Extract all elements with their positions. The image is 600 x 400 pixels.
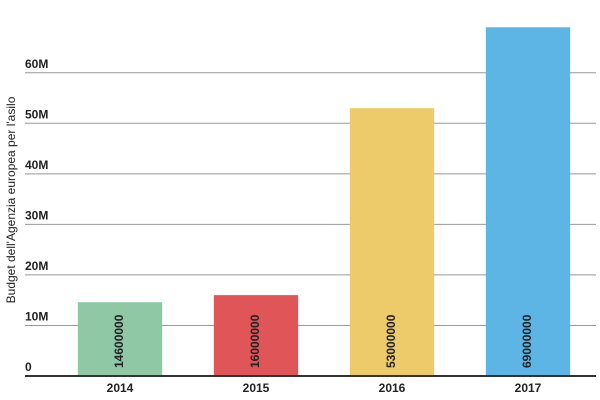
y-tick-label: 0 [25, 360, 32, 374]
value-label: 16000000 [248, 314, 262, 368]
bar [485, 27, 571, 377]
x-tick-label: 2016 [379, 381, 406, 395]
value-label: 69000000 [520, 314, 534, 368]
y-axis-label: Budget dell'Agenzia europea per l'asilo [4, 96, 18, 303]
bar [349, 108, 435, 376]
x-tick-label: 2015 [243, 381, 270, 395]
y-tick-label: 60M [25, 57, 48, 71]
bar [213, 295, 299, 376]
value-label: 14600000 [112, 314, 126, 368]
y-tick-label: 40M [25, 158, 48, 172]
x-tick-label: 2017 [515, 381, 542, 395]
value-label: 53000000 [384, 314, 398, 368]
y-tick-label: 10M [25, 310, 48, 324]
x-tick-label: 2014 [107, 381, 134, 395]
bar [77, 302, 163, 376]
y-tick-label: 30M [25, 209, 48, 223]
y-tick-label: 50M [25, 107, 48, 121]
y-tick-label: 20M [25, 259, 48, 273]
